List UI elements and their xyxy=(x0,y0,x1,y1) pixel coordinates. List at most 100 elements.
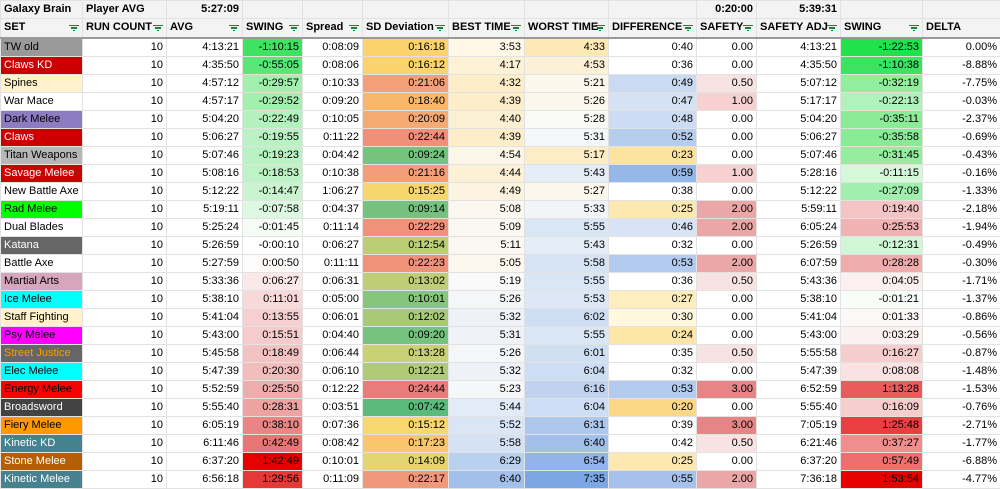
worst-time-cell[interactable]: 6:16 xyxy=(525,380,609,398)
sd-deviation-cell[interactable]: 0:12:54 xyxy=(363,236,449,254)
safety-adj-cell[interactable]: 5:55:40 xyxy=(757,398,841,416)
avg-cell[interactable]: 5:38:10 xyxy=(167,290,243,308)
swing-cell[interactable]: -0:29:57 xyxy=(243,74,303,92)
safety-adj-cell[interactable]: 6:07:59 xyxy=(757,254,841,272)
run-count-cell[interactable]: 10 xyxy=(83,272,167,290)
safety-cell[interactable]: 2.00 xyxy=(697,200,757,218)
spread-cell[interactable]: 0:05:00 xyxy=(303,290,363,308)
sd-deviation-cell[interactable]: 0:22:44 xyxy=(363,128,449,146)
safety-cell[interactable]: 2.00 xyxy=(697,218,757,236)
run-count-cell[interactable]: 10 xyxy=(83,398,167,416)
swing-cell[interactable]: 0:15:51 xyxy=(243,326,303,344)
delta-cell[interactable]: -1.94% xyxy=(923,218,1000,236)
safety-cell[interactable]: 0.00 xyxy=(697,128,757,146)
difference-cell[interactable]: 0:36 xyxy=(609,56,697,74)
delta-cell[interactable]: -0.76% xyxy=(923,398,1000,416)
set-cell[interactable]: Ice Melee xyxy=(1,290,83,308)
delta-cell[interactable]: -0.56% xyxy=(923,326,1000,344)
safety-value-cell[interactable]: 0:20:00 xyxy=(697,1,757,19)
swing-adj-cell[interactable]: -0:01:21 xyxy=(841,290,923,308)
swing-adj-cell[interactable]: 0:37:27 xyxy=(841,434,923,452)
run-count-cell[interactable]: 10 xyxy=(83,182,167,200)
difference-cell[interactable]: 0:38 xyxy=(609,182,697,200)
worst-time-cell[interactable]: 5:17 xyxy=(525,146,609,164)
avg-cell[interactable]: 4:57:17 xyxy=(167,92,243,110)
worst-time-cell[interactable]: 6:04 xyxy=(525,362,609,380)
worst-time-cell[interactable]: 7:35 xyxy=(525,470,609,488)
sd-deviation-cell[interactable]: 0:09:14 xyxy=(363,200,449,218)
delta-cell[interactable]: -0.49% xyxy=(923,236,1000,254)
spread-cell[interactable]: 0:06:31 xyxy=(303,272,363,290)
delta-cell[interactable]: -2.71% xyxy=(923,416,1000,434)
delta-cell[interactable]: -8.88% xyxy=(923,56,1000,74)
filter-icon[interactable] xyxy=(511,25,521,31)
safety-cell[interactable]: 0.00 xyxy=(697,146,757,164)
worst-time-cell[interactable]: 5:33 xyxy=(525,200,609,218)
difference-cell[interactable]: 0:53 xyxy=(609,380,697,398)
safety-cell[interactable]: 0.50 xyxy=(697,434,757,452)
swing-adj-cell[interactable]: -0:32:19 xyxy=(841,74,923,92)
safety-adj-cell[interactable]: 5:26:59 xyxy=(757,236,841,254)
safety-cell[interactable]: 0.00 xyxy=(697,182,757,200)
set-cell[interactable]: Savage Melee xyxy=(1,164,83,182)
swing-cell[interactable]: 0:06:27 xyxy=(243,272,303,290)
swing-adj-cell[interactable]: 0:08:08 xyxy=(841,362,923,380)
set-cell[interactable]: Street Justice xyxy=(1,344,83,362)
set-cell[interactable]: Elec Melee xyxy=(1,362,83,380)
best-time-cell[interactable]: 5:11 xyxy=(449,236,525,254)
safety-cell[interactable]: 0.00 xyxy=(697,362,757,380)
difference-cell[interactable]: 0:30 xyxy=(609,308,697,326)
empty-cell[interactable] xyxy=(923,1,1000,19)
best-time-cell[interactable]: 4:44 xyxy=(449,164,525,182)
swing-adj-cell[interactable]: -0:22:13 xyxy=(841,92,923,110)
worst-time-cell[interactable]: 6:01 xyxy=(525,344,609,362)
avg-cell[interactable]: 5:27:59 xyxy=(167,254,243,272)
safety-cell[interactable]: 3.00 xyxy=(697,416,757,434)
swing-adj-cell[interactable]: 0:19:40 xyxy=(841,200,923,218)
best-time-cell[interactable]: 4:17 xyxy=(449,56,525,74)
avg-cell[interactable]: 5:25:24 xyxy=(167,218,243,236)
best-time-cell[interactable]: 5:32 xyxy=(449,308,525,326)
swing-cell[interactable]: -0:55:05 xyxy=(243,56,303,74)
swing-cell[interactable]: -0:19:55 xyxy=(243,128,303,146)
difference-cell[interactable]: 0:59 xyxy=(609,164,697,182)
difference-cell[interactable]: 0:47 xyxy=(609,92,697,110)
spread-cell[interactable]: 0:06:27 xyxy=(303,236,363,254)
spread-cell[interactable]: 0:11:11 xyxy=(303,254,363,272)
spread-cell[interactable]: 0:09:20 xyxy=(303,92,363,110)
difference-cell[interactable]: 0:25 xyxy=(609,200,697,218)
sd-deviation-cell[interactable]: 0:22:23 xyxy=(363,254,449,272)
swing-cell[interactable]: -0:01:45 xyxy=(243,218,303,236)
filter-icon[interactable] xyxy=(743,25,753,31)
worst-time-cell[interactable]: 6:02 xyxy=(525,308,609,326)
delta-cell[interactable]: -0.16% xyxy=(923,164,1000,182)
run-count-cell[interactable]: 10 xyxy=(83,110,167,128)
swing-adj-cell[interactable]: 0:57:49 xyxy=(841,452,923,470)
difference-cell[interactable]: 0:25 xyxy=(609,452,697,470)
safety-cell[interactable]: 0.50 xyxy=(697,344,757,362)
sd-deviation-cell[interactable]: 0:13:02 xyxy=(363,272,449,290)
best-time-cell[interactable]: 5:44 xyxy=(449,398,525,416)
spread-cell[interactable]: 0:06:44 xyxy=(303,344,363,362)
safety-adj-cell[interactable]: 5:07:46 xyxy=(757,146,841,164)
worst-time-cell[interactable]: 6:04 xyxy=(525,398,609,416)
run-count-cell[interactable]: 10 xyxy=(83,56,167,74)
worst-time-cell[interactable]: 4:33 xyxy=(525,38,609,57)
empty-cell[interactable] xyxy=(303,1,363,19)
header-safety-adj[interactable]: SAFETY ADJ xyxy=(757,19,841,38)
header-swing[interactable]: SWING xyxy=(243,19,303,38)
safety-cell[interactable]: 1.00 xyxy=(697,164,757,182)
sd-deviation-cell[interactable]: 0:16:18 xyxy=(363,38,449,57)
worst-time-cell[interactable]: 5:58 xyxy=(525,254,609,272)
avg-cell[interactable]: 5:45:58 xyxy=(167,344,243,362)
empty-cell[interactable] xyxy=(609,1,697,19)
safety-adj-cell[interactable]: 5:04:20 xyxy=(757,110,841,128)
worst-time-cell[interactable]: 5:21 xyxy=(525,74,609,92)
delta-cell[interactable]: -2.18% xyxy=(923,200,1000,218)
set-cell[interactable]: Fiery Melee xyxy=(1,416,83,434)
set-cell[interactable]: Battle Axe xyxy=(1,254,83,272)
sd-deviation-cell[interactable]: 0:15:25 xyxy=(363,182,449,200)
best-time-cell[interactable]: 4:49 xyxy=(449,182,525,200)
sd-deviation-cell[interactable]: 0:17:23 xyxy=(363,434,449,452)
difference-cell[interactable]: 0:35 xyxy=(609,344,697,362)
